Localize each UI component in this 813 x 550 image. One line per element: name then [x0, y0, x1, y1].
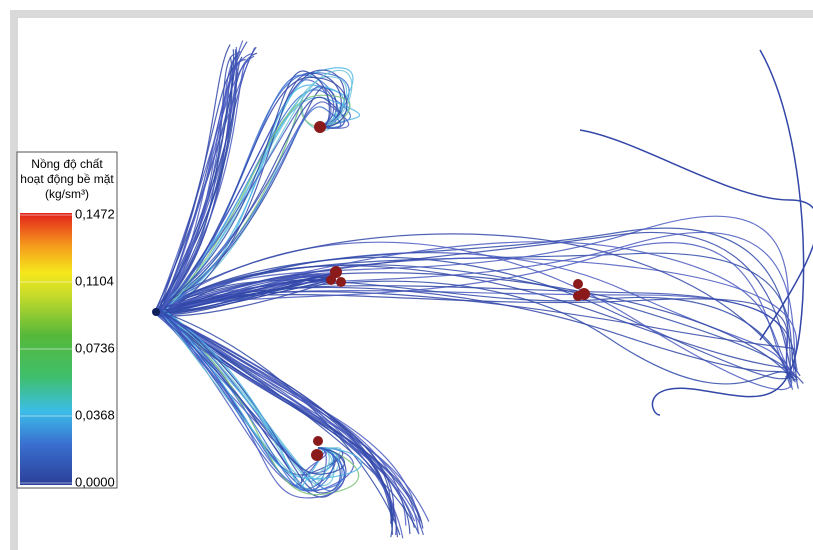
streamline — [156, 56, 243, 311]
streamline — [161, 279, 792, 383]
frame-top — [10, 10, 813, 18]
streamlines — [154, 40, 813, 539]
streamline — [155, 55, 255, 311]
streamline — [164, 79, 332, 309]
streamline — [162, 71, 350, 316]
legend-title: (kg/sm³) — [45, 187, 89, 201]
particles — [152, 121, 590, 461]
streamline — [154, 101, 350, 311]
streamline — [157, 278, 337, 317]
streamline — [159, 106, 342, 311]
streamline — [157, 96, 361, 313]
streamline — [164, 312, 422, 529]
streamline — [158, 280, 796, 385]
streamline — [155, 56, 236, 316]
colorbar-tick-label: 0,1104 — [75, 273, 114, 288]
streamline — [161, 308, 362, 480]
streamline — [158, 276, 337, 311]
streamline — [160, 84, 345, 309]
streamline — [155, 241, 793, 374]
streamline — [154, 286, 797, 378]
streamline — [157, 313, 404, 539]
streamline — [164, 257, 798, 374]
streamline — [164, 314, 422, 522]
streamline — [162, 58, 242, 310]
frame-left — [10, 10, 18, 550]
streamline — [155, 311, 346, 475]
streamline — [155, 215, 793, 377]
colorbar-tick-label: 0,1472 — [75, 206, 115, 221]
streamline — [158, 309, 395, 522]
streamline — [156, 310, 327, 490]
streamline — [164, 312, 401, 536]
streamline — [164, 311, 341, 494]
colorbar-tick-label: 0,0000 — [75, 474, 115, 489]
streamline — [159, 85, 335, 311]
streamline — [159, 309, 394, 535]
streamline — [156, 227, 792, 378]
streamline — [651, 49, 805, 416]
legend: Nồng độ chất hoạt động bề mặt (kg/sm³) 0… — [16, 151, 118, 489]
streamline — [164, 256, 795, 380]
streamline — [164, 308, 394, 538]
streamline — [158, 49, 235, 313]
streamline — [159, 279, 337, 309]
colorbar-tick-label: 0,0736 — [75, 340, 115, 355]
streamline — [162, 308, 324, 491]
streamline — [163, 47, 256, 312]
streamline — [579, 129, 813, 341]
legend-title: Nồng độ chất — [31, 157, 103, 171]
streamline — [158, 59, 249, 315]
streamline — [156, 252, 798, 373]
streamline — [154, 96, 345, 310]
streamline — [158, 309, 345, 491]
streamline — [163, 315, 330, 490]
streamline — [155, 233, 798, 381]
colorbar-tick-label: 0,0368 — [75, 407, 115, 422]
streamline — [164, 308, 340, 481]
streamline — [155, 309, 360, 496]
streamline — [157, 265, 804, 384]
legend-title: hoạt động bề mặt — [20, 172, 114, 186]
streamline — [161, 52, 254, 309]
streamline — [160, 70, 353, 316]
streamline — [157, 70, 330, 310]
streamline — [156, 76, 348, 316]
